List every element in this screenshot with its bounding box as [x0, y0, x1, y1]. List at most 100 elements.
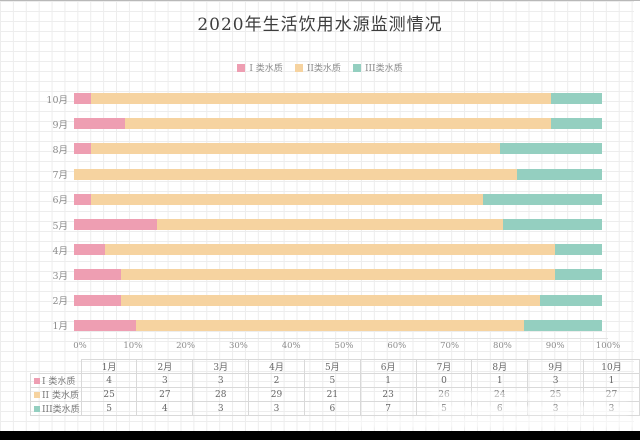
bar-row-3月: 3月 [0, 262, 640, 287]
table-value-cell: 2 [248, 373, 305, 388]
legend-label-class1: I 类水质 [249, 64, 283, 74]
table-value-cell: 1 [471, 373, 529, 388]
bar-segment-III类水质 [516, 168, 602, 180]
table-header-cell: 8月 [471, 359, 529, 374]
bar-track [74, 219, 602, 231]
bar-segment-III类水质 [499, 143, 602, 155]
category-label: 9月 [52, 119, 68, 131]
bar-segment-III类水质 [524, 319, 602, 331]
bar-segment-I类水质 [74, 319, 137, 331]
table-value-cell: 25 [80, 387, 138, 402]
bar-track [74, 244, 602, 256]
bar-segment-I类水质 [74, 294, 121, 306]
table-header-cell: 3月 [192, 359, 250, 374]
table-header-cell: 9月 [527, 359, 584, 374]
bar-row-5月: 5月 [0, 212, 640, 237]
bar-row-7月: 7月 [0, 162, 640, 187]
bar-row-9月: 9月 [0, 111, 640, 136]
table-value-cell: 3 [527, 401, 584, 416]
x-tick-label: 20% [176, 341, 196, 351]
class1-swatch-icon [237, 63, 246, 72]
bar-segment-II类水质 [136, 319, 525, 331]
legend-item-class2: II类水质 [294, 61, 341, 74]
table-swatch-icon [34, 406, 40, 412]
x-tick-label: 50% [334, 341, 354, 351]
bar-track [74, 294, 602, 306]
legend-item-class3: III类水质 [352, 61, 403, 74]
bar-row-1月: 1月 [0, 313, 640, 338]
x-tick-label: 0% [73, 341, 87, 351]
bar-segment-III类水质 [503, 219, 602, 231]
category-label: 6月 [52, 195, 68, 207]
table-value-cell: 4 [80, 373, 138, 388]
bar-segment-III类水质 [555, 244, 602, 256]
table-value-cell: 1 [359, 373, 417, 388]
table-row: II 类水质 25 27 28 29 21 23 26 24 25 27 [30, 387, 640, 402]
bar-segment-III类水质 [550, 118, 602, 130]
bar-segment-I类水质 [74, 219, 157, 231]
bar-segment-II类水质 [120, 294, 540, 306]
bar-track [74, 168, 602, 180]
bar-track [74, 118, 602, 130]
category-label: 7月 [52, 170, 68, 182]
bar-segment-I类水质 [74, 244, 106, 256]
chart-title: 2020年生活饮用水源监测情况 [197, 15, 443, 35]
bar-row-6月: 6月 [0, 187, 640, 212]
table-value-cell: 5 [303, 373, 361, 388]
table-value-cell: 29 [248, 387, 305, 402]
x-tick-label: 10% [123, 341, 143, 351]
table-value-cell: 27 [582, 387, 640, 402]
bar-row-4月: 4月 [0, 237, 640, 262]
bar-segment-I类水质 [74, 143, 92, 155]
bar-segment-I类水质 [74, 118, 126, 130]
x-tick-label: 70% [440, 341, 460, 351]
legend-item-class1: I 类水质 [237, 61, 283, 74]
bar-row-2月: 2月 [0, 288, 640, 313]
table-value-cell: 21 [303, 387, 361, 402]
bar-segment-III类水质 [539, 294, 602, 306]
bar-track [74, 193, 602, 205]
table-value-cell: 3 [192, 401, 250, 416]
legend-label-class3: III类水质 [364, 64, 403, 74]
table-value-cell: 24 [471, 387, 529, 402]
category-label: 10月 [46, 94, 68, 106]
table-header-cell: 6月 [359, 359, 417, 374]
bar-segment-II类水质 [156, 219, 503, 231]
bar-track [74, 93, 602, 105]
bar-segment-II类水质 [105, 244, 556, 256]
x-tick-label: 90% [545, 341, 565, 351]
category-label: 5月 [52, 220, 68, 232]
table-value-cell: 6 [303, 401, 361, 416]
table-value-cell: 23 [359, 387, 417, 402]
table-value-cell: 3 [527, 373, 584, 388]
bottom-black-bar [0, 431, 640, 440]
category-label: 4月 [52, 245, 68, 257]
table-value-cell: 7 [359, 401, 417, 416]
table-swatch-icon [34, 392, 40, 398]
table-value-cell: 3 [136, 373, 194, 388]
x-tick-label: 100% [595, 341, 621, 351]
stacked-bar-plot: 10月 9月 8月 7月 6月 5月 4月 3月 2月 1月 [0, 86, 640, 338]
table-header-cell: 4月 [248, 359, 305, 374]
category-label: 3月 [52, 270, 68, 282]
bar-segment-II类水质 [74, 168, 517, 180]
bar-segment-I类水质 [74, 193, 92, 205]
table-row-label: I 类水质 [30, 373, 82, 388]
class2-swatch-icon [294, 63, 303, 72]
bar-segment-I类水质 [74, 93, 92, 105]
table-value-cell: 4 [136, 401, 194, 416]
table-value-cell: 26 [415, 387, 473, 402]
table-header-cell: 5月 [303, 359, 361, 374]
table-value-cell: 0 [415, 373, 473, 388]
table-row: III类水质 5 4 3 3 6 7 5 6 3 3 [30, 401, 640, 416]
table-value-cell: 3 [248, 401, 305, 416]
category-label: 8月 [52, 144, 68, 156]
bar-segment-II类水质 [91, 193, 483, 205]
bar-track [74, 269, 602, 281]
table-value-cell: 1 [582, 373, 640, 388]
bar-segment-II类水质 [125, 118, 551, 130]
chart-legend: I 类水质 II类水质 III类水质 [0, 61, 640, 74]
bar-row-10月: 10月 [0, 86, 640, 111]
table-corner-cell [31, 360, 82, 374]
